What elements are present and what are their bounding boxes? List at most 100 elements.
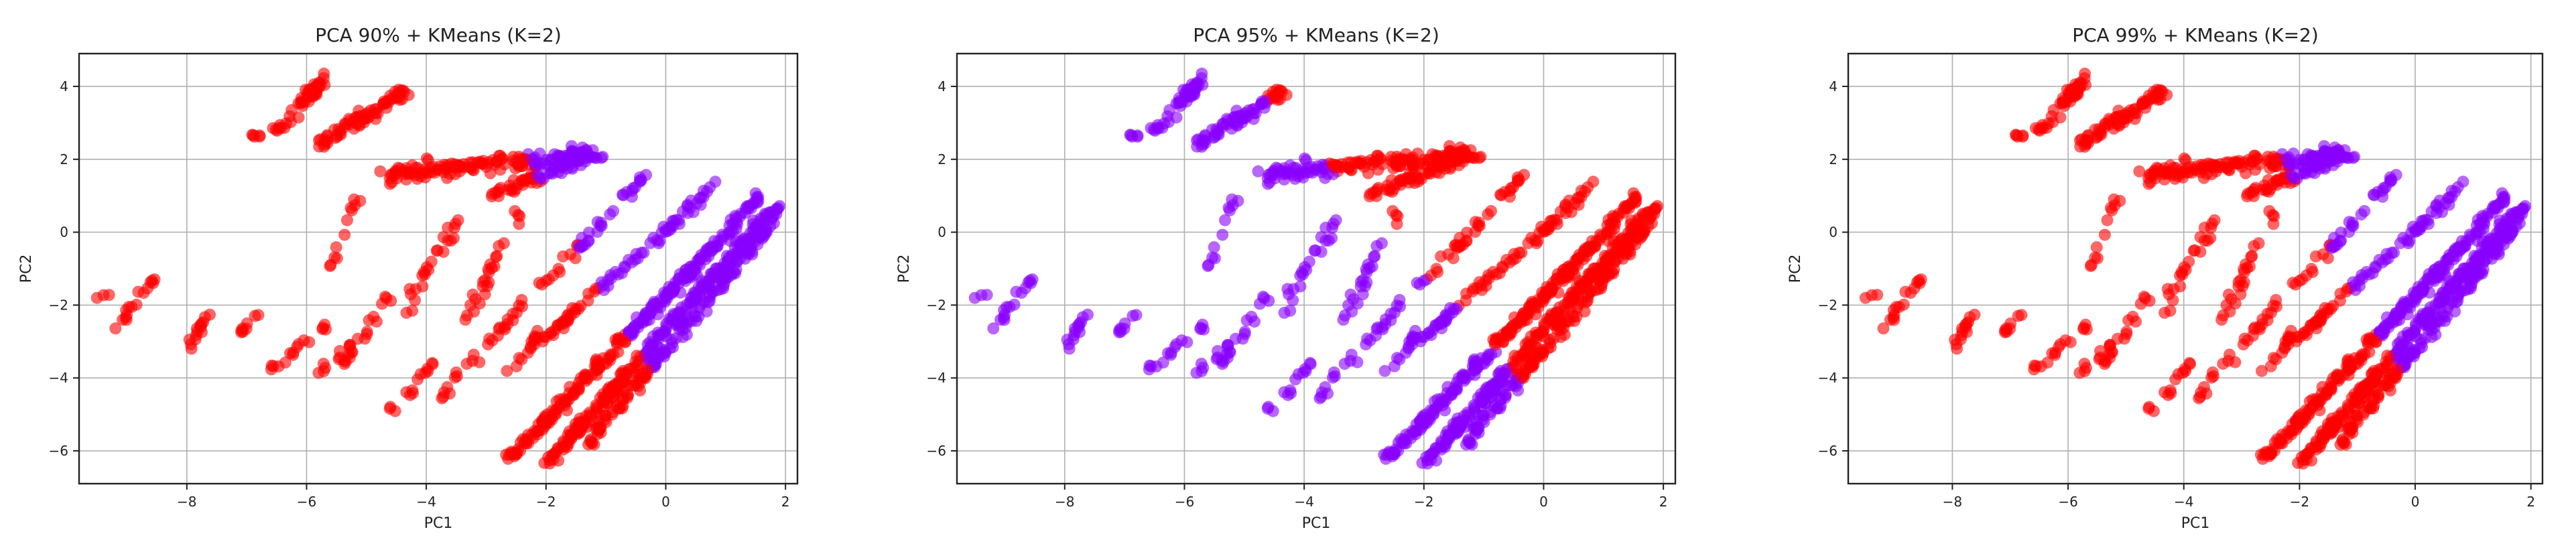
data-point — [2130, 316, 2142, 328]
x-tick-label: 0 — [661, 494, 670, 510]
data-point — [2391, 363, 2404, 376]
data-point — [508, 186, 521, 198]
data-point — [582, 294, 594, 307]
data-point — [2512, 211, 2524, 224]
data-point — [1457, 368, 1470, 380]
data-point — [629, 181, 641, 194]
data-point — [667, 307, 680, 320]
data-point — [2234, 288, 2247, 301]
data-point — [421, 362, 434, 375]
y-axis-label: PC2 — [896, 255, 913, 283]
x-tick-label: −2 — [1414, 494, 1433, 510]
data-point — [334, 345, 346, 357]
data-point — [2010, 129, 2023, 141]
data-point — [486, 334, 499, 347]
data-point — [409, 294, 422, 307]
data-point — [2035, 121, 2048, 134]
data-point — [2327, 421, 2340, 433]
data-point — [2384, 171, 2396, 184]
x-tick-label: −4 — [1294, 494, 1313, 510]
data-point — [2167, 294, 2179, 307]
data-point — [1216, 358, 1228, 370]
y-tick-label: 0 — [938, 224, 946, 240]
y-tick-label: −6 — [1818, 443, 1838, 459]
data-point — [2164, 304, 2177, 317]
data-point — [2262, 186, 2275, 198]
data-point — [629, 253, 641, 266]
data-point — [369, 103, 381, 116]
data-point — [1364, 334, 1376, 347]
data-point — [1224, 204, 1236, 216]
data-point — [726, 255, 738, 268]
data-point — [2317, 248, 2329, 261]
data-point — [338, 228, 351, 241]
data-point — [2139, 292, 2152, 305]
data-point — [1484, 406, 1496, 419]
data-point — [1521, 308, 1533, 321]
data-point — [2404, 328, 2416, 341]
data-point — [2270, 300, 2282, 313]
data-point — [1631, 230, 1643, 243]
data-point — [2254, 323, 2266, 336]
data-point — [2089, 251, 2102, 264]
data-point — [1468, 362, 1481, 374]
x-axis-label: PC1 — [1302, 515, 1331, 532]
data-point — [1600, 226, 1613, 238]
data-point — [1450, 384, 1463, 397]
data-point — [295, 96, 307, 109]
data-point — [701, 242, 714, 255]
y-tick-label: 4 — [60, 78, 68, 94]
data-point — [644, 336, 656, 348]
data-point — [1196, 133, 1209, 146]
data-point — [1190, 366, 1203, 379]
data-point — [2393, 308, 2406, 321]
x-tick-label: 2 — [781, 494, 790, 510]
data-point — [2355, 208, 2368, 221]
data-point — [430, 245, 443, 257]
data-point — [448, 371, 461, 384]
data-point — [633, 171, 646, 184]
data-point — [2380, 358, 2393, 371]
data-point — [2213, 158, 2226, 170]
data-point — [1424, 404, 1437, 417]
data-point — [1261, 403, 1274, 415]
data-point — [247, 129, 259, 141]
data-point — [722, 226, 735, 238]
data-point — [1339, 309, 1351, 322]
data-point — [1968, 308, 1981, 321]
data-point — [572, 384, 585, 397]
data-point — [2238, 263, 2250, 276]
data-point — [1327, 158, 1339, 171]
data-point — [2409, 318, 2422, 330]
scatter-plot-pca-99: −8 −6 −4 −2 0 2 −6 −4 −2 0 2 4 PC1 PC2 PCA 99% + KMean… — [1787, 24, 2544, 532]
data-point — [1508, 350, 1521, 362]
data-point — [626, 190, 638, 203]
data-point — [458, 158, 470, 170]
data-point — [237, 322, 249, 335]
data-point — [513, 218, 525, 230]
data-point — [2356, 348, 2368, 361]
data-point — [711, 240, 724, 253]
data-point — [2498, 191, 2511, 203]
data-point — [2015, 309, 2028, 322]
data-point — [987, 322, 1000, 335]
x-axis-label: PC1 — [424, 515, 453, 532]
data-point — [409, 169, 422, 182]
data-point — [406, 159, 419, 171]
y-tick-label: 2 — [1829, 151, 1838, 167]
data-point — [273, 121, 285, 134]
data-point — [1157, 356, 1169, 369]
data-point — [1504, 190, 1516, 203]
data-point — [1330, 214, 1342, 226]
data-point — [2462, 283, 2474, 295]
data-point — [1390, 158, 1403, 171]
data-point — [687, 206, 700, 218]
data-point — [439, 163, 452, 176]
data-point — [2343, 362, 2355, 374]
data-point — [2267, 218, 2280, 230]
data-point — [2242, 188, 2254, 200]
data-point — [2280, 153, 2293, 165]
data-point — [2332, 410, 2344, 423]
data-point — [1208, 129, 1221, 141]
data-point — [2196, 163, 2209, 176]
